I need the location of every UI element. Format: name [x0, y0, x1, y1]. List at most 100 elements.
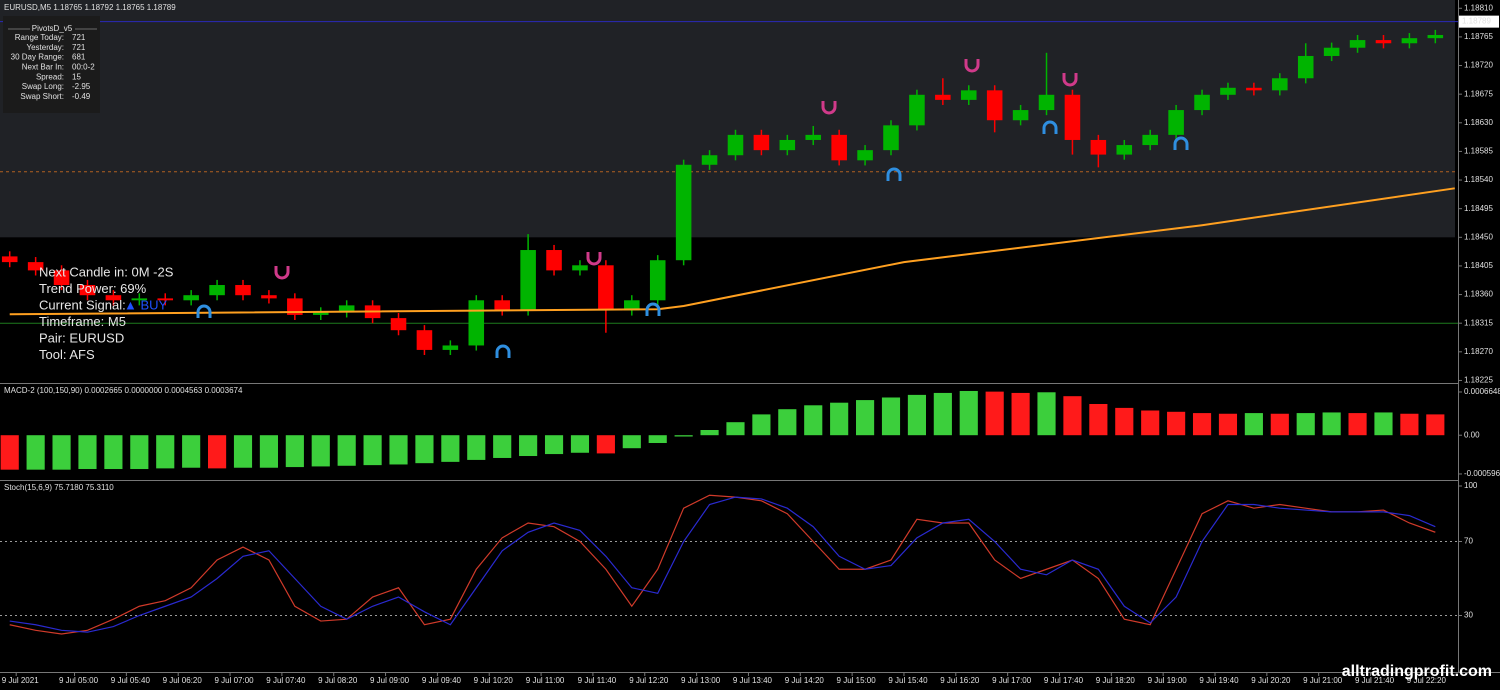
info-label: Next Bar In: [22, 63, 64, 72]
chart-title: EURUSD,M5 1.18765 1.18792 1.18765 1.1878… [4, 3, 176, 12]
candle-body [1090, 139, 1107, 155]
buy-arrow [495, 344, 511, 358]
candle-body [1375, 40, 1392, 44]
candle-body [675, 164, 692, 261]
sell-arrow [821, 101, 837, 115]
buy-arrow [1173, 136, 1189, 150]
y-tick-label: 70 [1464, 537, 1473, 546]
candle-body [442, 345, 459, 350]
info-title: PivotsD_v5 [32, 24, 73, 33]
candle-body [1272, 78, 1288, 91]
candle-body [960, 90, 977, 100]
macd-bar [1400, 413, 1419, 436]
macd-bar [1011, 392, 1030, 436]
candle-body [1246, 87, 1262, 91]
signal-value: ▲ BUY [124, 297, 168, 312]
macd-bar [1426, 414, 1445, 436]
x-tick-label: 9 Jul 09:00 [370, 676, 410, 685]
x-tick-label: 9 Jul 18:20 [1096, 676, 1136, 685]
x-tick-label: 9 Jul 12:20 [629, 676, 669, 685]
candle-body [572, 265, 588, 271]
candle-body [1323, 47, 1340, 56]
x-tick-label: 9 Jul 07:00 [214, 676, 254, 685]
macd-bar [1063, 396, 1082, 436]
candle-body [1297, 55, 1314, 79]
y-tick-label: 1.18315 [1464, 318, 1493, 327]
macd-bar [1089, 403, 1108, 436]
macd-bar [415, 435, 434, 464]
macd-bar [1322, 412, 1341, 436]
macd-bar [363, 435, 382, 466]
y-tick-label: 1.18765 [1464, 32, 1493, 41]
candle-body [1116, 145, 1133, 155]
macd-bar [804, 405, 823, 436]
y-tick-label: 1.18495 [1464, 204, 1493, 213]
macd-bar [311, 435, 330, 467]
macd-bar [1141, 410, 1160, 436]
candle-body [235, 285, 251, 296]
buy-arrow [1042, 120, 1058, 134]
macd-bar [1348, 413, 1367, 436]
macd-bar [156, 435, 175, 469]
y-tick-label: 30 [1464, 611, 1473, 620]
watermark: alltradingprofit.com [1342, 663, 1492, 680]
macd-bar [285, 435, 304, 468]
y-tick-label: 100 [1464, 481, 1478, 490]
candle-body [805, 134, 822, 140]
macd-bar [259, 435, 278, 468]
macd-bar [1374, 412, 1393, 436]
macd-bar [104, 435, 123, 470]
candle-body [1168, 110, 1184, 135]
macd-bar [959, 390, 978, 436]
info-label: Swap Long: [22, 82, 64, 91]
x-tick-label: 9 Jul 21:40 [1355, 676, 1395, 685]
x-tick-label: 9 Jul 17:00 [992, 676, 1032, 685]
annotation: Pair: EURUSD [39, 330, 124, 345]
price-tag-box [1459, 15, 1499, 28]
macd-bar [726, 422, 745, 436]
macd-bar [622, 435, 641, 449]
candle-body [1064, 94, 1081, 140]
y-tick-label: 1.18450 [1464, 232, 1493, 241]
x-tick-label: 9 Jul 19:40 [1199, 676, 1239, 685]
candle-body [1142, 134, 1158, 146]
candle-body [468, 300, 485, 346]
macd-bar [78, 435, 97, 470]
candle-body [338, 305, 355, 313]
x-tick-label: 9 Jul 11:00 [526, 676, 565, 685]
macd-bar [1167, 411, 1186, 436]
candle-body [883, 125, 899, 151]
annotation: Timeframe: M5 [39, 314, 126, 329]
macd-bar [881, 397, 901, 436]
candle-body [624, 300, 640, 311]
y-tick-label: 1.18630 [1464, 118, 1493, 127]
moving-average [9, 187, 1455, 316]
candle-body [183, 295, 199, 301]
candle-body [727, 134, 744, 156]
macd-bar [493, 435, 512, 458]
macd-bar [208, 435, 227, 469]
macd-bar [0, 435, 19, 470]
candle-body [598, 265, 614, 311]
macd-bar [907, 394, 926, 436]
x-tick-label: 9 Jul 22:20 [1407, 676, 1447, 685]
macd-bar [778, 409, 797, 436]
candle-body [1012, 110, 1029, 121]
candle-body [1349, 40, 1366, 48]
y-tick-label: -0.000596 [1464, 469, 1500, 478]
annotation: Tool: AFS [39, 347, 95, 362]
macd-bar [544, 435, 564, 455]
macd-bar [441, 435, 460, 462]
stoch-line [9, 494, 1436, 635]
macd-bar [1037, 392, 1056, 436]
x-tick-label: 9 Jul 05:00 [59, 676, 99, 685]
candle-body [416, 330, 433, 350]
annotation: Trend Power: 69% [39, 281, 147, 296]
macd-bar [570, 435, 590, 453]
candle-body [1427, 34, 1444, 39]
buy-arrow [645, 302, 661, 316]
x-tick-label: 9 Jul 19:00 [1148, 676, 1188, 685]
info-value: 721 [72, 43, 86, 52]
zone [0, 0, 1455, 238]
